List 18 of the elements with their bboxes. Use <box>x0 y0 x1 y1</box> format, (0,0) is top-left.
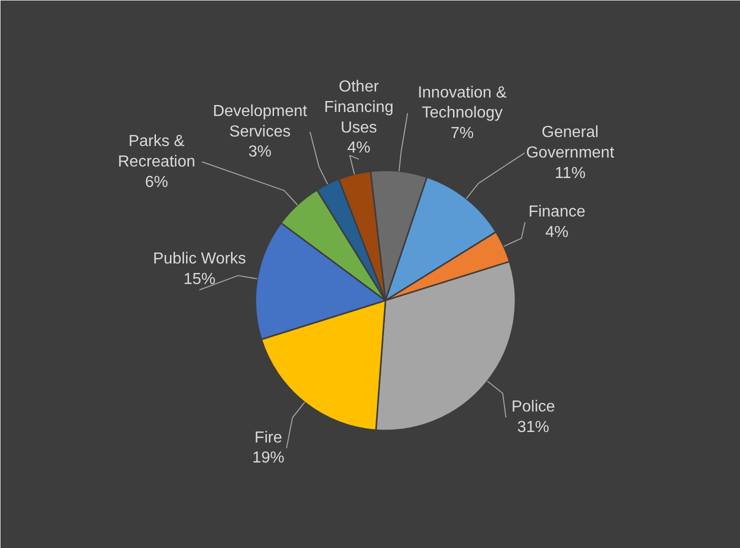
data-label: 19% <box>252 450 284 467</box>
data-label: 11% <box>554 164 586 182</box>
data-label: 6% <box>145 174 168 191</box>
data-label: 4% <box>545 224 568 241</box>
slice-label: Fire <box>254 429 282 446</box>
data-label: 31% <box>517 419 550 436</box>
slice-label: Parks & Recreation <box>118 132 196 170</box>
data-label: 4% <box>347 140 370 157</box>
data-label: 7% <box>450 125 474 142</box>
slice-label: Public Works <box>152 250 246 268</box>
data-label: 15% <box>184 270 216 288</box>
slice-label: General Government <box>526 124 615 162</box>
slice-label: Other Financing Uses <box>324 78 394 136</box>
slice-label: Finance <box>528 203 586 220</box>
data-label: 3% <box>248 144 272 161</box>
slice-label: Police <box>511 398 556 416</box>
slice-label: Development Services <box>212 102 308 140</box>
slice-label: Innovation & Technology <box>418 84 507 122</box>
